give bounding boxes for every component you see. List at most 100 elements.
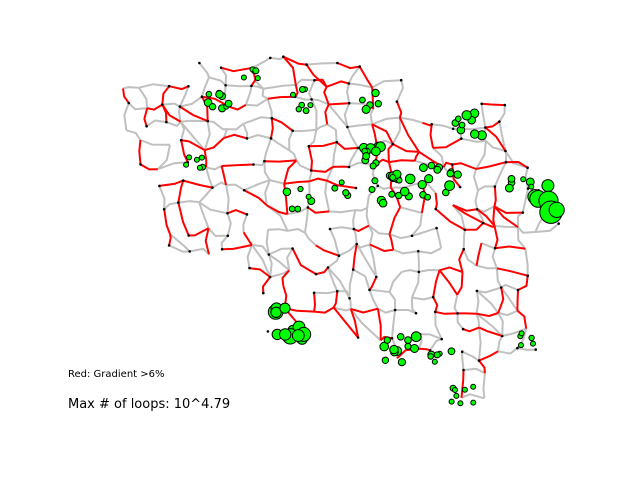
junction-dot [187, 234, 190, 237]
steep-edge [337, 62, 360, 70]
steep-edge [140, 163, 158, 171]
loop-node [461, 386, 468, 393]
junction-dot [368, 288, 371, 292]
flat-edge [251, 244, 272, 278]
flat-edge [497, 312, 504, 337]
loop-node [208, 103, 217, 111]
steep-edge [349, 308, 360, 338]
flat-edge [198, 201, 210, 229]
junction-dot [462, 247, 466, 251]
junction-dot [346, 125, 349, 129]
steep-edge [336, 141, 359, 150]
steep-edge [177, 180, 185, 203]
junction-dot [462, 368, 465, 372]
junction-dot [499, 286, 503, 289]
junction-dot [178, 105, 182, 108]
junction-dot [414, 311, 418, 315]
flat-edge [138, 83, 170, 89]
junction-dot [417, 270, 421, 274]
junction-dot [504, 149, 507, 153]
steep-edge [203, 149, 208, 168]
flat-edge [220, 235, 229, 250]
flat-edge [225, 184, 230, 214]
flat-edge [504, 150, 528, 169]
flat-edge [251, 84, 264, 90]
flat-edge [265, 204, 289, 232]
steep-edge [262, 276, 271, 294]
steep-edge [314, 306, 335, 314]
flat-edge [243, 116, 272, 125]
flat-edge [246, 134, 272, 140]
steep-edge [326, 179, 357, 189]
junction-dot [534, 348, 537, 351]
steep-edge [323, 86, 330, 105]
steep-edge [493, 186, 497, 207]
junction-dot [347, 101, 351, 105]
junction-dot [165, 120, 168, 124]
junction-dot [161, 103, 164, 106]
flat-edge [242, 123, 249, 139]
steep-edge [324, 104, 330, 125]
junction-dot [219, 66, 223, 69]
flat-edge [304, 207, 309, 233]
flat-edge [481, 242, 496, 250]
junction-dot [480, 102, 484, 106]
loop-node [389, 174, 397, 181]
steep-edge [493, 225, 499, 249]
flat-edge [222, 128, 228, 139]
loop-node [378, 198, 388, 208]
junction-dot [352, 227, 356, 231]
flat-edge [477, 185, 495, 192]
flat-edge [501, 327, 527, 337]
junction-dot [516, 346, 519, 350]
flat-edge [146, 119, 167, 128]
steep-edge [432, 270, 441, 298]
loop-node [433, 165, 442, 174]
steep-edge [358, 66, 374, 89]
flat-edge [270, 137, 290, 152]
steep-edge [493, 205, 523, 214]
flat-edge [392, 248, 419, 255]
flat-edge [126, 129, 142, 141]
flat-edge [462, 248, 478, 267]
steep-edge [282, 55, 307, 66]
loop-node [307, 102, 314, 109]
junction-dot [312, 291, 316, 295]
junction-dot [526, 166, 529, 169]
flat-edge [399, 116, 423, 124]
flat-edge [395, 79, 404, 103]
steep-edge [283, 159, 298, 185]
flat-edge [205, 165, 222, 171]
flat-edge [476, 264, 497, 270]
loop-node [183, 161, 190, 168]
steep-edge [388, 206, 402, 235]
steep-edge [146, 103, 163, 111]
flat-edge [327, 266, 351, 299]
junction-dot [226, 212, 229, 215]
flat-edge [140, 139, 171, 146]
loop-node [410, 344, 419, 353]
steep-edge [308, 177, 327, 183]
flat-edge [475, 312, 503, 337]
junction-dot [268, 275, 272, 279]
flat-edge [169, 233, 191, 253]
steep-edge [204, 137, 225, 152]
loop-node [193, 156, 200, 163]
flat-edge [177, 106, 182, 122]
steep-edge [432, 137, 462, 149]
junction-dot [291, 247, 294, 250]
flat-edge [157, 144, 171, 170]
flat-edge [463, 367, 486, 375]
junction-dot [266, 330, 270, 333]
junction-dot [306, 206, 310, 209]
steep-edge [369, 243, 394, 252]
flat-edge [388, 271, 403, 293]
steep-edge [179, 105, 209, 123]
loop-node [254, 75, 261, 82]
flat-edge [368, 224, 390, 236]
steep-edge [221, 163, 254, 167]
junction-dot [434, 310, 437, 314]
steep-edge [452, 204, 478, 212]
loop-node [388, 190, 396, 198]
